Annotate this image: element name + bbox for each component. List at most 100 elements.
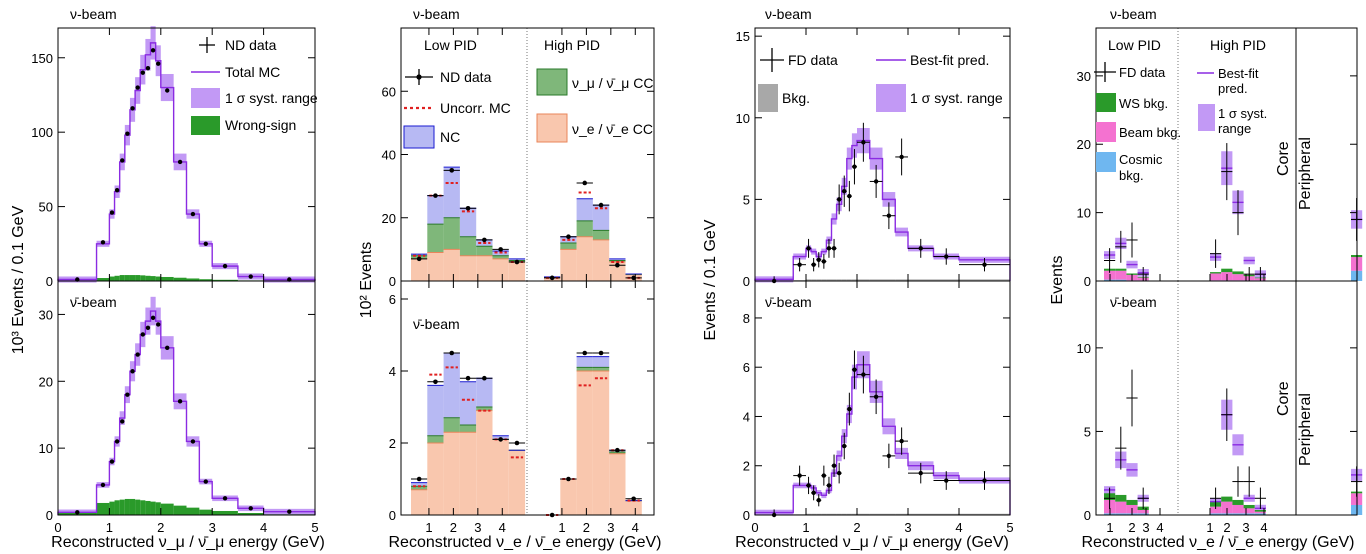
p2-bottom-y-ticklabel-2: 4: [389, 364, 396, 379]
p4-bottom-beam-6: [1232, 504, 1244, 514]
p1-bottom-bkg-4: [119, 499, 125, 515]
p2-top-data-point-2: [449, 168, 455, 173]
p1-top-bkg-8: [140, 275, 146, 281]
p2-bottom-data-point-8: [566, 476, 571, 482]
p1-bottom-y-ticklabel-2: 20: [39, 374, 53, 389]
p3-top-data-point-5: [821, 259, 827, 264]
p4-bottom-ws-2: [1126, 499, 1138, 505]
p3-bottom-y-ticklabel-2: 4: [743, 409, 750, 424]
p4-peripheral-label-bottom: Peripheral: [1297, 393, 1314, 466]
p2-bottom-numu-bar-3: [459, 425, 477, 433]
p1-top-data-point-12: [165, 88, 170, 93]
p2-top-numu-bar-10: [592, 230, 610, 240]
p1-top-bkg-2: [109, 276, 115, 281]
p1-bottom-data-point-1: [100, 482, 106, 488]
p2-top-data-point-0: [416, 256, 422, 262]
p3-top-bkg-17: [933, 279, 959, 281]
legend-p4: FD data Best-fit pred. WS bkg. 1 σ syst.…: [1094, 62, 1267, 183]
p1-top-bkg-12: [160, 276, 174, 281]
p3-bottom-data-point-10: [847, 406, 852, 412]
p1-bottom-bkg-7: [135, 499, 141, 515]
p2-bottom-data-point-6: [514, 440, 520, 446]
legend-p1-total-mc: Total MC: [225, 64, 280, 80]
p4-top-ws-5: [1221, 268, 1233, 273]
p4-bottom-ws-8: [1254, 509, 1266, 512]
p3-top-y-ticklabel-1: 5: [743, 192, 750, 207]
p4-bottom-x-ticklabel-7: 4: [1260, 520, 1267, 535]
p4-y-axis-title: Events: [1049, 256, 1066, 305]
p1-bottom-data-point-13: [177, 399, 183, 404]
p3-bottom-bkg-4: [816, 513, 822, 515]
p3-bottom-data-point-8: [836, 470, 842, 476]
p3-bottom-data-point-6: [826, 483, 832, 488]
p2-bottom-numu-bar-0: [411, 486, 428, 490]
p2-top-nue-bar-2: [443, 249, 460, 281]
p3-bottom-bkg-9: [841, 513, 847, 515]
p3-bottom-x-ticklabel-5: 5: [1006, 520, 1013, 535]
p4-bottom-y-ticklabel-0: 0: [1084, 508, 1091, 523]
p2-bottom-nue-bar-0: [411, 489, 428, 515]
p3-top-bkg-7: [831, 279, 837, 281]
p3-bottom-x-ticklabel-4: 4: [955, 520, 962, 535]
p3-bottom-bkg-6: [826, 513, 832, 515]
p2-bottom-numu-bar-4: [476, 407, 493, 411]
p1-bottom-data-point-18: [287, 509, 292, 514]
p4-core-label: Core: [1275, 141, 1292, 176]
p1-top-data-point-2: [109, 210, 115, 215]
p3-bottom-y-ticklabel-0: 0: [743, 508, 750, 523]
p1-top-bkg-11: [155, 276, 161, 281]
p1-top-data-point-8: [140, 70, 146, 75]
p1-top-bkg-15: [199, 279, 213, 281]
p3-top-bkg-16: [908, 279, 934, 281]
p2-top-nue-bar-4: [476, 255, 493, 281]
p4-peripheral-label: Peripheral: [1297, 137, 1314, 210]
p2-top-numu-bar-3: [459, 236, 477, 256]
p3-bottom-bkg-11: [851, 513, 857, 515]
p1-bottom-bkg-10: [150, 501, 156, 515]
legend-p3: FD data Best-fit pred. Bkg. 1 σ syst. ra…: [758, 48, 1003, 112]
legend-p2-nd-data: ND data: [440, 69, 492, 85]
p1-bottom-data-point-14: [190, 439, 196, 444]
p2-bottom-data-point-2: [449, 350, 455, 356]
legend-p4-syst: 1 σ syst.: [1218, 106, 1267, 121]
p2-top-data-point-4: [482, 237, 487, 243]
p1-bottom-data-point-17: [248, 506, 253, 511]
legend-p2-uncorr: Uncorr. MC: [440, 100, 511, 116]
p2-high-pid-label: High PID: [544, 37, 600, 53]
legend-p1: ND data Total MC 1 σ syst. range Wrong-s…: [191, 37, 318, 135]
p3-bottom-data-point-16: [918, 470, 923, 476]
p1-bottom-data-point-0: [75, 510, 80, 515]
p1-top-mc-line: [57, 42, 316, 281]
legend-p3-fd-data: FD data: [788, 52, 838, 68]
p1-top-bkg-13: [173, 277, 187, 281]
p2-bottom-data-point-0: [416, 476, 422, 482]
p1-bottom-data-point-4: [120, 419, 125, 424]
p2-bottom-nc-bar-10: [592, 356, 610, 368]
p3-top-data-point-12: [861, 140, 866, 145]
p1-top-data-point-5: [125, 131, 130, 136]
p2-bottom-numu-bar-2: [443, 417, 460, 433]
p4-top-y-ticklabel-1: 10: [1077, 206, 1091, 221]
p4-bottom-beam-7: [1243, 508, 1255, 514]
p1-top-data-point-16: [222, 263, 228, 269]
legend-p4-cosmic-bkg: bkg.: [1119, 168, 1144, 183]
p1-top-bkg-10: [150, 276, 156, 281]
p4-core-label-bottom: Core: [1275, 381, 1292, 416]
p2-bottom-data-point-10: [598, 350, 604, 356]
p1-bottom-y-ticklabel-0: 0: [46, 508, 53, 523]
p2-bottom-numu-bar-9: [576, 367, 593, 371]
p1-bottom-data-point-7: [135, 352, 140, 357]
p2-bottom-nc-bar-2: [443, 353, 460, 418]
p4-x-axis-title: Reconstructed ν_e / ν̄_e energy (GeV): [1081, 534, 1354, 551]
beam-label-p3-bottom: ν̄-beam: [765, 294, 812, 310]
p2-bottom-nue-bar-2: [443, 432, 460, 515]
p4-bottom-cosmic-6: [1232, 513, 1244, 515]
p2-top-data-point-10: [598, 202, 604, 208]
p2-bottom-nc-bar-0: [411, 482, 428, 487]
p3-bottom-data-point-14: [886, 453, 892, 459]
p3-top-y-ticklabel-0: 0: [743, 274, 750, 289]
p2-top-nue-bar-10: [592, 239, 610, 281]
p1-bottom-bkg-9: [145, 500, 151, 515]
p1-bottom-data-point-3: [114, 439, 120, 444]
